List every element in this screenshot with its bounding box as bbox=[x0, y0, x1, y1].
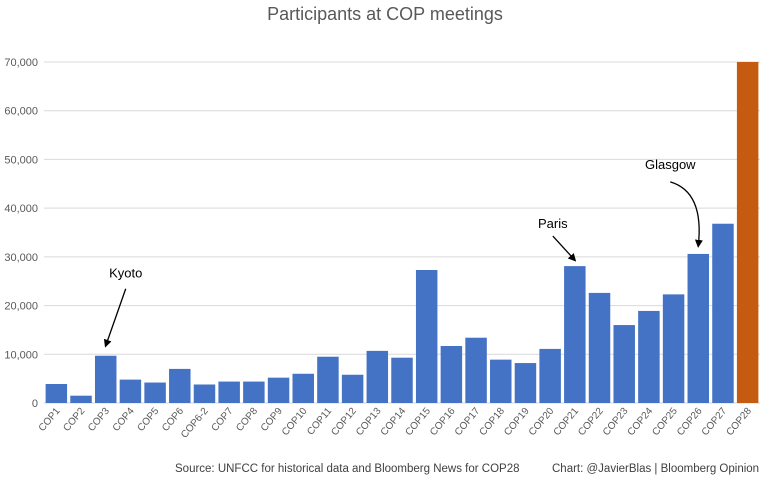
bar-cop28 bbox=[736, 62, 759, 403]
y-tick-label: 0 bbox=[32, 398, 38, 410]
bar-cop8 bbox=[243, 381, 265, 403]
grid-layer bbox=[44, 61, 760, 404]
x-tick-label: COP8 bbox=[234, 406, 260, 434]
bar-cop22 bbox=[588, 292, 611, 403]
x-tick-label: COP24 bbox=[626, 406, 656, 439]
credit-note: Chart: @JavierBlas | Bloomberg Opinion bbox=[552, 463, 759, 475]
bar-cop5 bbox=[144, 382, 166, 403]
y-tick-label: 10,000 bbox=[4, 349, 38, 361]
annotation-arrow bbox=[552, 235, 577, 262]
x-tick-label: COP13 bbox=[354, 406, 384, 439]
x-tick-label: COP16 bbox=[428, 406, 458, 439]
bar-cop4 bbox=[119, 379, 142, 403]
x-tick-label: COP22 bbox=[576, 406, 606, 439]
y-tick-label: 50,000 bbox=[4, 154, 38, 166]
bar-cop20 bbox=[539, 348, 561, 403]
x-tick-label: COP3 bbox=[86, 406, 112, 434]
bar-cop24 bbox=[638, 310, 660, 403]
x-tick-label: COP5 bbox=[135, 406, 161, 434]
x-tick-label: COP14 bbox=[379, 406, 409, 439]
x-tick-label: COP2 bbox=[61, 406, 87, 434]
bar-cop17 bbox=[465, 337, 487, 403]
chart-title: Participants at COP meetings bbox=[267, 4, 503, 24]
bar-cop25 bbox=[662, 294, 685, 403]
bar-cop2 bbox=[70, 395, 92, 403]
x-tick-label: COP20 bbox=[527, 406, 557, 439]
bar-cop19 bbox=[514, 363, 537, 403]
x-tick-label: COP23 bbox=[601, 406, 631, 439]
y-tick-label: 60,000 bbox=[4, 106, 38, 118]
x-tick-label: COP26 bbox=[675, 406, 705, 439]
y-tick-label: 30,000 bbox=[4, 252, 38, 264]
bar-cop27 bbox=[712, 223, 734, 403]
bar-cop15 bbox=[415, 270, 438, 403]
x-tick-label: COP21 bbox=[552, 406, 582, 439]
x-tick-label: COP27 bbox=[700, 406, 730, 439]
bar-cop13 bbox=[366, 350, 389, 403]
annotation-paris: Paris bbox=[538, 216, 568, 231]
annotation-glasgow: Glasgow bbox=[645, 157, 696, 172]
bar-cop16 bbox=[440, 346, 463, 403]
x-axis: COP1COP2COP3COP4COP5COP6COP6-2COP7COP8CO… bbox=[37, 406, 755, 441]
bar-cop3 bbox=[94, 355, 117, 403]
bar-cop10 bbox=[292, 373, 314, 403]
annotation-arrow bbox=[103, 288, 127, 348]
x-tick-label: COP28 bbox=[724, 406, 754, 439]
annotations: Kyoto Paris Glasgow bbox=[103, 157, 703, 348]
y-tick-label: 40,000 bbox=[4, 203, 38, 215]
annotation-arrow bbox=[670, 181, 703, 248]
bar-cop9 bbox=[267, 377, 290, 403]
bar-cop18 bbox=[490, 359, 512, 403]
y-tick-label: 20,000 bbox=[4, 301, 38, 313]
x-tick-label: COP25 bbox=[650, 406, 680, 439]
bar-cop1 bbox=[45, 384, 68, 403]
x-tick-label: COP17 bbox=[453, 406, 483, 439]
y-tick-label: 70,000 bbox=[4, 57, 38, 69]
x-tick-label: COP4 bbox=[111, 406, 137, 434]
bar-cop26 bbox=[687, 253, 710, 403]
bar-cop6 bbox=[169, 368, 191, 403]
x-tick-label: COP10 bbox=[280, 406, 310, 439]
bars bbox=[45, 62, 759, 403]
bar-cop6-2 bbox=[193, 384, 216, 403]
x-tick-label: COP19 bbox=[502, 406, 532, 439]
bar-cop11 bbox=[317, 356, 339, 403]
x-tick-label: COP6-2 bbox=[179, 406, 211, 441]
bar-cop12 bbox=[341, 374, 364, 403]
y-axis: 0 10,000 20,000 30,000 40,000 50,000 60,000 70,… bbox=[4, 57, 38, 410]
bar-cop21 bbox=[564, 266, 586, 403]
x-tick-label: COP12 bbox=[329, 406, 359, 439]
x-tick-label: COP7 bbox=[210, 406, 236, 434]
bar-cop23 bbox=[613, 325, 635, 403]
source-note: Source: UNFCC for historical data and Bl… bbox=[175, 463, 520, 475]
bar-cop14 bbox=[391, 357, 413, 403]
bar-cop7 bbox=[218, 381, 240, 403]
x-tick-label: COP18 bbox=[478, 406, 508, 439]
x-tick-label: COP1 bbox=[37, 406, 63, 434]
x-tick-label: COP15 bbox=[403, 406, 433, 439]
annotation-kyoto: Kyoto bbox=[109, 266, 142, 281]
